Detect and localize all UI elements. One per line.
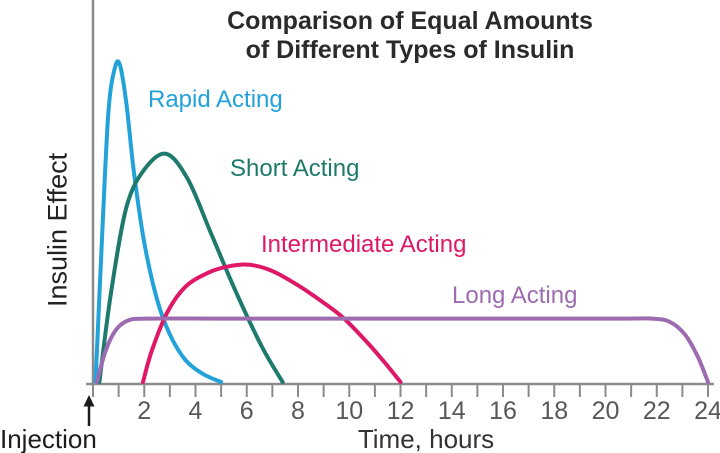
injection-annotation: Injection	[0, 424, 97, 453]
x-tick-label: 20	[592, 397, 620, 425]
x-tick-label: 16	[489, 397, 517, 425]
chart-title-line1: Comparison of Equal Amounts	[227, 7, 593, 35]
x-tick-label: 22	[643, 397, 671, 425]
curve-short-acting	[97, 151, 285, 384]
series-label-short-acting: Short Acting	[230, 155, 360, 182]
x-tick-label: 24	[694, 397, 720, 425]
y-axis-label: Insulin Effect	[42, 152, 73, 308]
x-tick-label: 2	[137, 397, 151, 425]
x-tick-label: 18	[540, 397, 568, 425]
injection-arrowhead-icon	[83, 395, 95, 407]
x-axis-label: Time, hours	[357, 424, 495, 453]
x-tick-label: 8	[291, 397, 305, 425]
chart-title-line2: of Different Types of Insulin	[245, 36, 575, 64]
curve-intermediate-acting	[140, 262, 403, 384]
curve-rapid-acting	[93, 59, 224, 384]
chart-title: Comparison of Equal Amounts of Different…	[160, 7, 660, 65]
series-label-intermediate-acting: Intermediate Acting	[261, 231, 467, 258]
x-tick-label: 4	[189, 397, 203, 425]
series-label-long-acting: Long Acting	[452, 282, 578, 309]
x-tick-label: 10	[335, 397, 363, 425]
x-tick-label: 14	[438, 397, 466, 425]
x-tick-label: 12	[387, 397, 415, 425]
x-tick-label: 6	[240, 397, 254, 425]
series-label-rapid-acting: Rapid Acting	[148, 86, 283, 113]
curve-long-acting	[94, 316, 710, 384]
